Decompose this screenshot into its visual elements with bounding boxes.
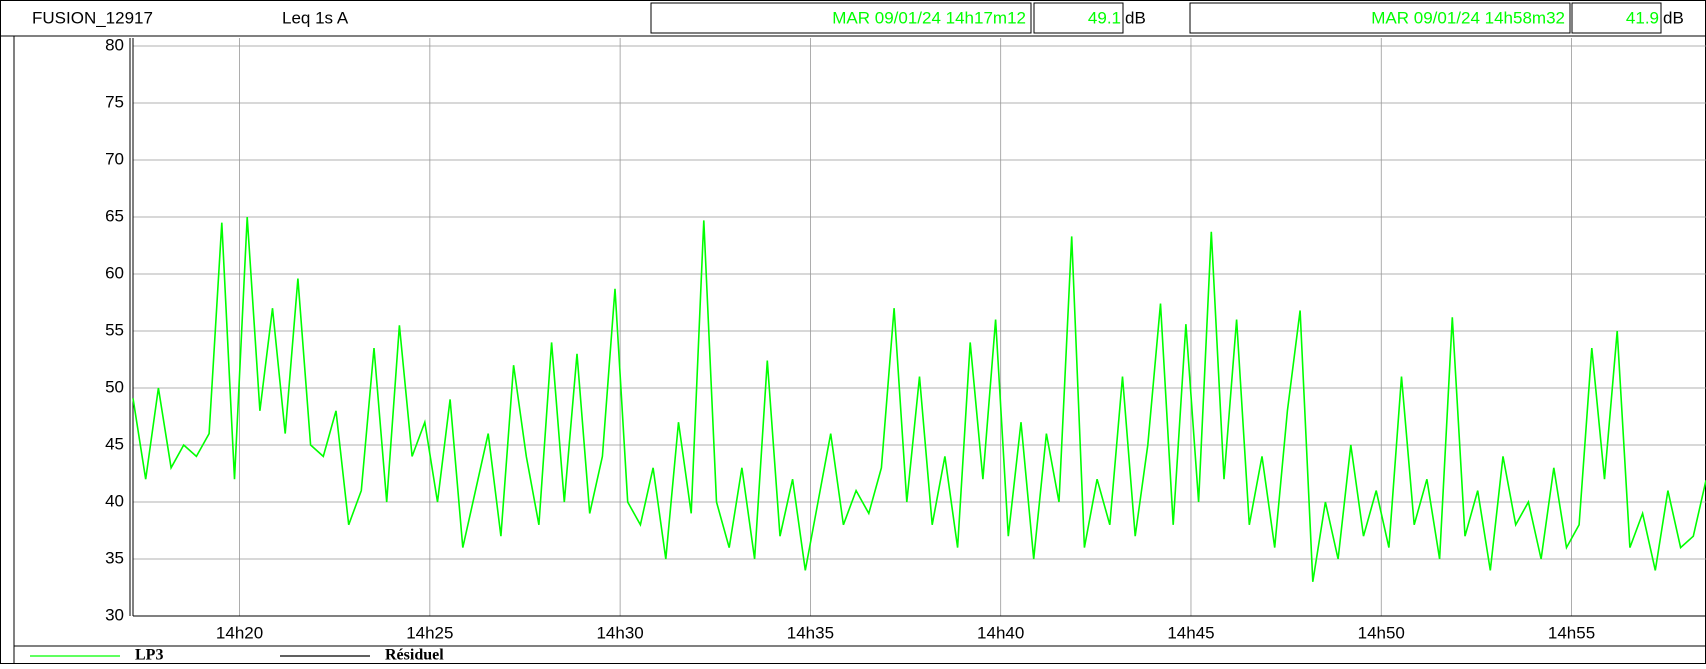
cursor-value: 49.1 xyxy=(1088,8,1121,27)
cursor-box xyxy=(1033,2,1124,34)
cursor-value: 41.9 xyxy=(1626,8,1659,27)
cursor-box xyxy=(1189,2,1571,34)
x-tick-label: 14h55 xyxy=(1548,623,1595,642)
y-tick-label: 80 xyxy=(105,35,124,54)
x-tick-label: 14h50 xyxy=(1358,623,1405,642)
x-tick-label: 14h45 xyxy=(1167,623,1214,642)
cursor-time: MAR 09/01/24 14h58m32 xyxy=(1371,8,1565,27)
y-tick-label: 45 xyxy=(105,434,124,453)
x-tick-label: 14h35 xyxy=(787,623,834,642)
y-tick-label: 75 xyxy=(105,92,124,111)
header-measure: Leq 1s A xyxy=(282,8,349,27)
legend-label: Résiduel xyxy=(385,647,444,664)
cursor-box xyxy=(650,2,1032,34)
y-tick-label: 60 xyxy=(105,263,124,282)
legend-label: LP3 xyxy=(135,647,163,664)
y-tick-label: 35 xyxy=(105,548,124,567)
x-tick-label: 14h40 xyxy=(977,623,1024,642)
x-tick-label: 14h20 xyxy=(216,623,263,642)
y-tick-label: 40 xyxy=(105,491,124,510)
data-line xyxy=(132,216,1706,582)
x-tick-label: 14h30 xyxy=(596,623,643,642)
cursor-time: MAR 09/01/24 14h17m12 xyxy=(832,8,1026,27)
y-tick-label: 70 xyxy=(105,149,124,168)
y-tick-label: 30 xyxy=(105,605,124,624)
y-tick-label: 55 xyxy=(105,320,124,339)
cursor-unit: dB xyxy=(1663,8,1684,27)
cursor-unit: dB xyxy=(1125,8,1146,27)
x-tick-label: 14h25 xyxy=(406,623,453,642)
cursor-box xyxy=(1571,2,1662,34)
y-tick-label: 50 xyxy=(105,377,124,396)
y-tick-label: 65 xyxy=(105,206,124,225)
header-title: FUSION_12917 xyxy=(32,8,153,27)
